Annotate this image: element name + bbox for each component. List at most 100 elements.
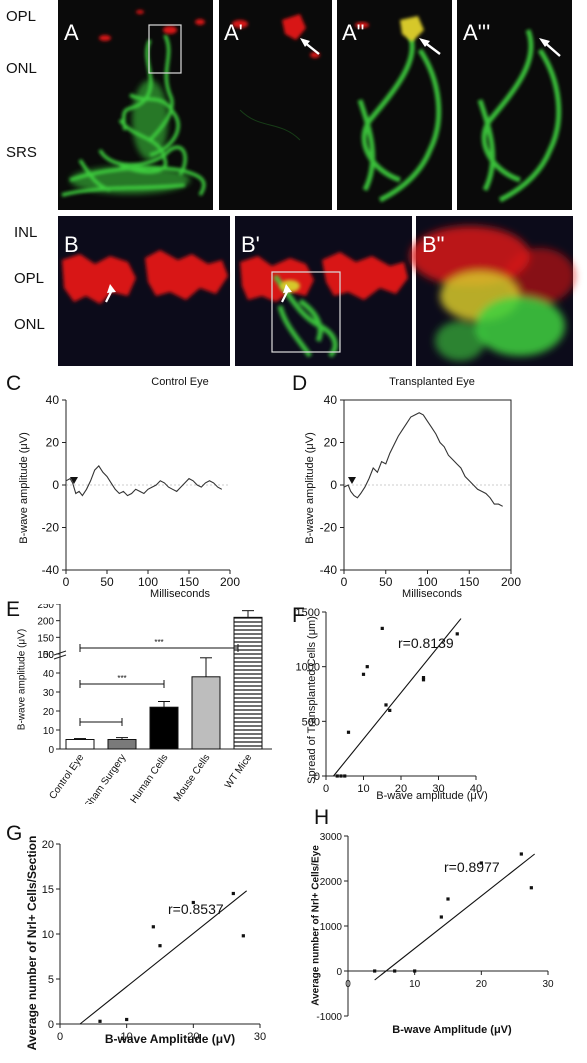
micrograph-b: B — [58, 216, 230, 366]
data-point — [343, 774, 347, 778]
category-label: Sham Surgery — [83, 752, 129, 804]
chart-h-xlabel: B-wave Amplitude (μV) — [392, 1024, 512, 1036]
micrograph-a-prime: A' — [219, 0, 332, 210]
y-tick-label: 40 — [43, 669, 55, 680]
y-tick-label: 15 — [42, 884, 54, 896]
x-tick-label: 10 — [357, 783, 369, 795]
panel-a-double-prime-label: A" — [342, 20, 364, 45]
x-tick-label: 20 — [395, 783, 407, 795]
category-label: Mouse Cells — [172, 752, 213, 803]
x-tick-label: 200 — [501, 575, 521, 589]
data-point — [439, 915, 443, 919]
panel-a-letter: A — [64, 20, 79, 45]
significance-label: *** — [117, 674, 126, 683]
y-tick-label: -1000 — [316, 1012, 342, 1023]
panel-letter-h: H — [314, 806, 330, 829]
y-tick-label: 150 — [37, 633, 54, 644]
y-tick-label: 10 — [43, 726, 55, 737]
category-label: WT Mice — [223, 752, 255, 791]
data-point — [158, 944, 162, 948]
data-point — [388, 708, 392, 712]
y-tick-label: 40 — [324, 393, 338, 407]
layer-label-onl-b: ONL — [14, 316, 45, 333]
x-tick-label: 150 — [459, 575, 479, 589]
layer-label-onl-a: ONL — [6, 60, 37, 77]
x-tick-label: 0 — [57, 1031, 63, 1043]
y-tick-label: 1000 — [320, 922, 343, 933]
x-tick-label: 50 — [379, 575, 393, 589]
chart-g-xlabel: B-wave Amplitude (μV) — [104, 1032, 236, 1046]
micrograph-a: A — [58, 0, 213, 210]
y-tick-label: 100 — [37, 650, 54, 661]
x-tick-label: 0 — [345, 979, 351, 990]
chart-d-xlabel: Milliseconds — [402, 588, 462, 600]
correlation-label: r=0.8537 — [168, 901, 224, 917]
bar — [65, 739, 95, 750]
panel-b-prime-label: B' — [241, 232, 260, 257]
x-tick-label: 100 — [138, 575, 158, 589]
x-tick-label: 0 — [323, 783, 329, 795]
y-tick-label: 20 — [324, 436, 338, 450]
x-tick-label: 20 — [187, 1031, 199, 1043]
x-tick-label: 0 — [63, 575, 70, 589]
panel-letter-g: G — [6, 822, 23, 845]
y-tick-label: -20 — [42, 521, 60, 535]
stimulus-marker-icon — [70, 477, 78, 484]
y-tick-label: 5 — [48, 974, 54, 986]
chart-g: G Average number of Nrl+ Cells/Section B… — [0, 806, 290, 1050]
significance-label: *** — [154, 638, 163, 647]
y-tick-label: 200 — [37, 617, 54, 628]
x-tick-label: 30 — [432, 783, 444, 795]
x-tick-label: 100 — [417, 575, 437, 589]
x-tick-label: 30 — [254, 1031, 266, 1043]
x-tick-label: 200 — [220, 575, 240, 589]
data-point — [335, 774, 339, 778]
category-label: Human Cells — [129, 752, 171, 804]
panel-a-triple-prime-label: A''' — [463, 20, 490, 45]
bar — [149, 706, 179, 750]
x-tick-label: 10 — [121, 1031, 133, 1043]
panel-b-letter: B — [64, 232, 79, 257]
y-tick-label: 0 — [48, 1019, 54, 1031]
data-point — [125, 1017, 129, 1022]
correlation-label: r=0.8977 — [444, 859, 500, 875]
y-tick-label: 250 — [37, 604, 54, 611]
data-point — [479, 861, 483, 865]
chart-f-xlabel: B-wave amplitude (μV) — [376, 790, 488, 802]
panel-letter-f: F — [292, 604, 305, 627]
y-tick-label: 3000 — [320, 832, 343, 843]
micrograph-a-triple-prime: A''' — [457, 0, 572, 210]
x-tick-label: 50 — [100, 575, 114, 589]
data-point — [393, 969, 397, 973]
chart-e: E B-wave amplitude (μV) 0 10 20 30 40 50 100 15… — [0, 598, 290, 804]
x-tick-label: 20 — [476, 979, 488, 990]
bar — [233, 616, 263, 750]
x-tick-label: 0 — [341, 575, 348, 589]
data-point — [98, 1019, 102, 1023]
panel-a: A A' — [0, 0, 587, 212]
chart-d: D Transplanted Eye B-wave amplitude (μV)… — [292, 372, 587, 604]
data-point — [455, 632, 459, 636]
data-point — [365, 665, 369, 669]
bar — [191, 676, 221, 750]
y-tick-label: 1000 — [296, 662, 320, 674]
layer-label-srs-a: SRS — [6, 144, 37, 161]
layer-label-inl-b: INL — [14, 224, 38, 241]
data-point — [361, 672, 366, 676]
micrograph-a-double-prime: A" — [337, 0, 452, 210]
chart-c-xlabel: Milliseconds — [150, 588, 210, 600]
y-tick-label: 500 — [302, 716, 320, 728]
y-tick-label: -40 — [42, 563, 60, 577]
micrograph-b-double-prime: B" — [410, 216, 575, 366]
data-point — [384, 703, 388, 707]
x-tick-label: 30 — [542, 979, 554, 990]
chart-f: F Spread of Transplanted Cells (μm) B-wa… — [292, 604, 587, 806]
y-tick-label: 0 — [314, 771, 320, 783]
stimulus-marker-icon — [348, 477, 356, 484]
data-point — [191, 900, 195, 905]
chart-c: C Control Eye B-wave amplitude (μV) Mill… — [0, 372, 290, 604]
data-point — [421, 678, 426, 682]
x-tick-label: 150 — [179, 575, 199, 589]
y-tick-label: 0 — [330, 478, 337, 492]
data-point — [413, 969, 417, 973]
